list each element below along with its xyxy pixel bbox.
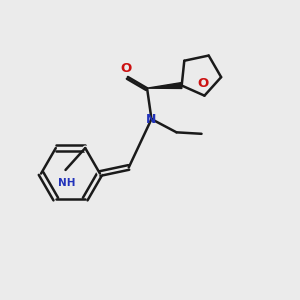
Text: N: N bbox=[146, 112, 157, 126]
Text: O: O bbox=[120, 61, 131, 75]
Text: O: O bbox=[197, 77, 208, 90]
Polygon shape bbox=[147, 82, 182, 88]
Text: NH: NH bbox=[58, 178, 76, 188]
